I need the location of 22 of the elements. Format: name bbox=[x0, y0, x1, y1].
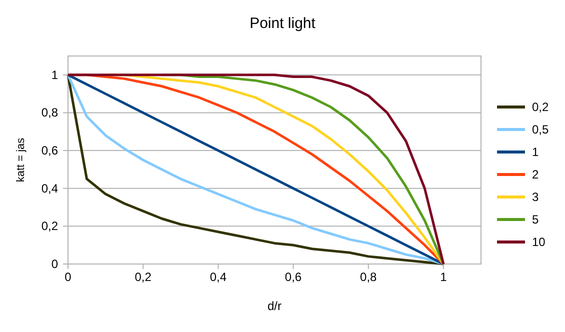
x-tick-label: 0,8 bbox=[360, 270, 378, 284]
x-tick-label: 0,2 bbox=[134, 270, 152, 284]
x-axis-title: d/r bbox=[267, 299, 282, 313]
legend-label: 0,2 bbox=[532, 100, 550, 114]
x-tick-label: 1 bbox=[440, 270, 448, 284]
chart-title: Point light bbox=[250, 15, 316, 32]
y-tick-label: 0 bbox=[51, 257, 58, 271]
legend-label: 3 bbox=[532, 190, 539, 204]
legend-label: 5 bbox=[532, 212, 539, 226]
legend-label: 10 bbox=[532, 235, 546, 249]
y-tick-label: 0,8 bbox=[41, 106, 58, 120]
y-tick-label: 0,4 bbox=[41, 181, 58, 196]
y-tick-label: 0,6 bbox=[41, 144, 58, 158]
legend-label: 1 bbox=[532, 145, 539, 159]
y-tick-label: 1 bbox=[51, 68, 58, 82]
legend-label: 0,5 bbox=[532, 122, 550, 136]
x-tick-label: 0 bbox=[64, 270, 72, 284]
legend-label: 2 bbox=[532, 168, 539, 182]
x-tick-label: 0,6 bbox=[284, 270, 302, 284]
x-tick-label: 0,4 bbox=[210, 270, 227, 284]
y-tick-label: 0,2 bbox=[41, 219, 58, 234]
y-axis-title: katt = jas bbox=[15, 137, 27, 182]
